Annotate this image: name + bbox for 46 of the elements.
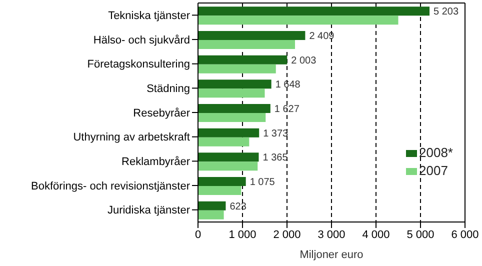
data-label: 5 203 bbox=[434, 6, 459, 18]
bar bbox=[198, 112, 266, 122]
data-label: 2 409 bbox=[309, 30, 335, 42]
y-tick-label: Hälso- och sjukvård bbox=[93, 34, 190, 46]
legend-label: 2007 bbox=[419, 162, 448, 180]
data-label: 623 bbox=[230, 201, 247, 212]
x-tick-label: 2 000 bbox=[273, 228, 301, 241]
y-tick-label: Resebyråer bbox=[133, 107, 190, 120]
y-tick-label: Bokförings- och revisionstjänster bbox=[31, 180, 190, 192]
bar bbox=[198, 40, 296, 49]
bar bbox=[198, 30, 306, 40]
data-label: 1 627 bbox=[274, 104, 300, 115]
y-tick-label: Tekniska tjänster bbox=[108, 10, 190, 22]
bar bbox=[198, 104, 270, 113]
bar bbox=[198, 162, 258, 171]
y-tick-label: Företagskonsultering bbox=[87, 58, 190, 71]
x-tick-label: 5 000 bbox=[406, 228, 434, 241]
data-label: 1 365 bbox=[262, 152, 288, 164]
bar bbox=[198, 176, 246, 186]
data-label: 1 373 bbox=[263, 128, 289, 140]
bar bbox=[198, 88, 265, 98]
bar bbox=[198, 64, 276, 74]
data-label: 1 075 bbox=[250, 176, 276, 188]
bar bbox=[198, 16, 398, 25]
bar bbox=[198, 210, 224, 220]
legend-label: 2008* bbox=[419, 144, 453, 162]
bar bbox=[198, 152, 259, 162]
bar bbox=[198, 6, 430, 16]
y-tick-label: Juridiska tjänster bbox=[107, 204, 190, 217]
bar bbox=[198, 186, 242, 195]
data-label: 2 003 bbox=[291, 55, 317, 66]
x-tick-label: 1 000 bbox=[228, 228, 256, 241]
x-axis-title: Miljoner euro bbox=[300, 249, 364, 261]
y-tick-label: Städning bbox=[146, 83, 190, 96]
x-tick-label: 4 000 bbox=[362, 228, 390, 241]
x-tick-label: 3 000 bbox=[318, 228, 346, 241]
x-tick-label: 6 000 bbox=[451, 228, 479, 241]
bar bbox=[198, 80, 272, 89]
bar bbox=[198, 137, 250, 146]
x-tick-label: 0 bbox=[194, 228, 202, 241]
bar bbox=[198, 201, 226, 210]
y-tick-label: Reklambyråer bbox=[122, 156, 190, 168]
y-tick-label: Uthyrning av arbetskraft bbox=[73, 132, 190, 144]
bar bbox=[198, 128, 260, 138]
data-label: 1 648 bbox=[275, 80, 301, 91]
bar bbox=[198, 55, 288, 64]
